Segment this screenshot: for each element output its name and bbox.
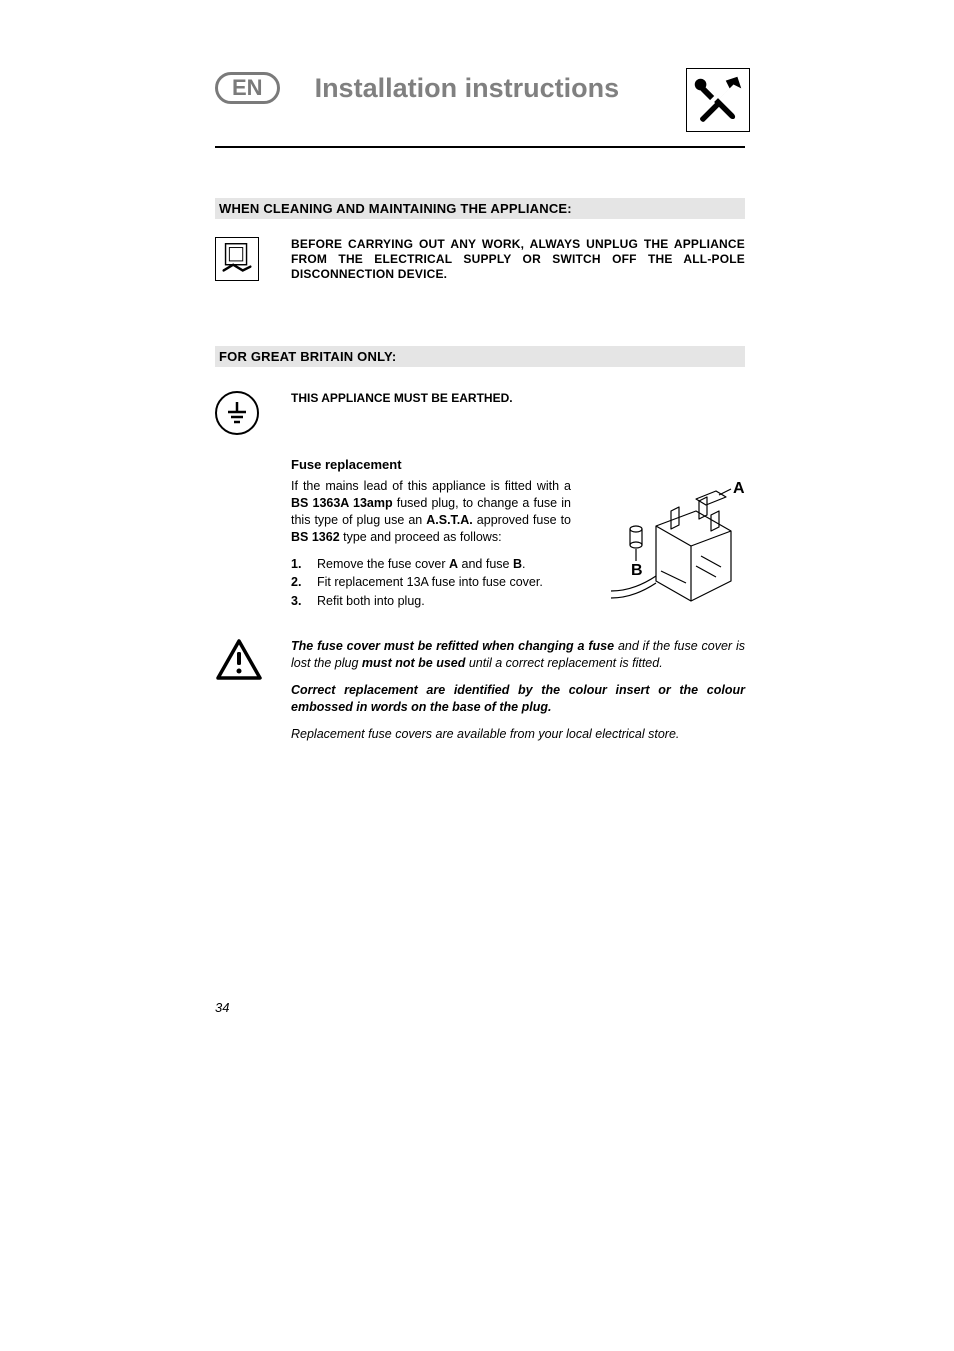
step-num-3: 3. xyxy=(291,593,317,610)
fuse-block: Fuse replacement If the mains lead of th… xyxy=(291,457,745,610)
earth-row: THIS APPLIANCE MUST BE EARTHED. xyxy=(215,391,745,435)
step-text-1: Remove the fuse cover A and fuse B. xyxy=(317,556,571,573)
step-text-3: Refit both into plug. xyxy=(317,593,571,610)
earth-text: THIS APPLIANCE MUST BE EARTHED. xyxy=(291,391,745,406)
fuse-para-pre: If the mains lead of this appliance is f… xyxy=(291,479,571,493)
earth-icon xyxy=(215,391,259,435)
step1-b1: A xyxy=(449,557,458,571)
list-item: 1. Remove the fuse cover A and fuse B. xyxy=(291,556,571,573)
step-text-2: Fit replacement 13A fuse into fuse cover… xyxy=(317,574,571,591)
step1-b2: B xyxy=(513,557,522,571)
section-heading-cleaning: WHEN CLEANING AND MAINTAINING THE APPLIA… xyxy=(215,198,745,219)
note-row: The fuse cover must be refitted when cha… xyxy=(215,638,745,752)
step-num-1: 1. xyxy=(291,556,317,573)
step1-mid: and fuse xyxy=(458,557,513,571)
header-rule xyxy=(215,146,745,148)
note-p3: Replacement fuse covers are available fr… xyxy=(291,726,745,743)
page-number: 34 xyxy=(215,1000,229,1015)
fuse-bs1362: BS 1362 xyxy=(291,530,340,544)
note-text: The fuse cover must be refitted when cha… xyxy=(291,638,745,752)
fuse-para-mid2: approved fuse to xyxy=(473,513,571,527)
fuse-heading: Fuse replacement xyxy=(291,457,745,472)
note-p1: The fuse cover must be refitted when cha… xyxy=(291,638,745,672)
warning-icon xyxy=(215,638,263,682)
page-title: Installation instructions xyxy=(315,73,620,104)
header-row: EN Installation instructions xyxy=(215,72,745,104)
list-item: 2. Fit replacement 13A fuse into fuse co… xyxy=(291,574,571,591)
fuse-paragraph: If the mains lead of this appliance is f… xyxy=(291,478,571,546)
note-p1-b1: The fuse cover must be refitted when cha… xyxy=(291,639,614,653)
step1-pre: Remove the fuse cover xyxy=(317,557,449,571)
fuse-para-post: type and proceed as follows: xyxy=(340,530,502,544)
step1-post: . xyxy=(522,557,525,571)
section-heading-gb: FOR GREAT BRITAIN ONLY: xyxy=(215,346,745,367)
tools-icon xyxy=(686,68,750,132)
page-content: EN Installation instructions WHEN CLEANI… xyxy=(215,72,745,753)
unplug-icon xyxy=(215,237,259,281)
plug-illustration: A B xyxy=(601,471,751,621)
label-b: B xyxy=(631,562,643,579)
language-badge: EN xyxy=(215,72,280,104)
note-p2: Correct replacement are identified by th… xyxy=(291,682,745,716)
label-a: A xyxy=(733,480,745,497)
step-num-2: 2. xyxy=(291,574,317,591)
unplug-warning-text: BEFORE CARRYING OUT ANY WORK, ALWAYS UNP… xyxy=(291,237,745,282)
note-p1-post: until a correct replacement is fitted. xyxy=(465,656,662,670)
fuse-asta: A.S.T.A. xyxy=(426,513,473,527)
fuse-bs1363: BS 1363A 13amp xyxy=(291,496,393,510)
unplug-warning-row: BEFORE CARRYING OUT ANY WORK, ALWAYS UNP… xyxy=(215,237,745,282)
fuse-steps: 1. Remove the fuse cover A and fuse B. 2… xyxy=(291,556,571,611)
list-item: 3. Refit both into plug. xyxy=(291,593,571,610)
note-p1-b2: must not be used xyxy=(362,656,465,670)
